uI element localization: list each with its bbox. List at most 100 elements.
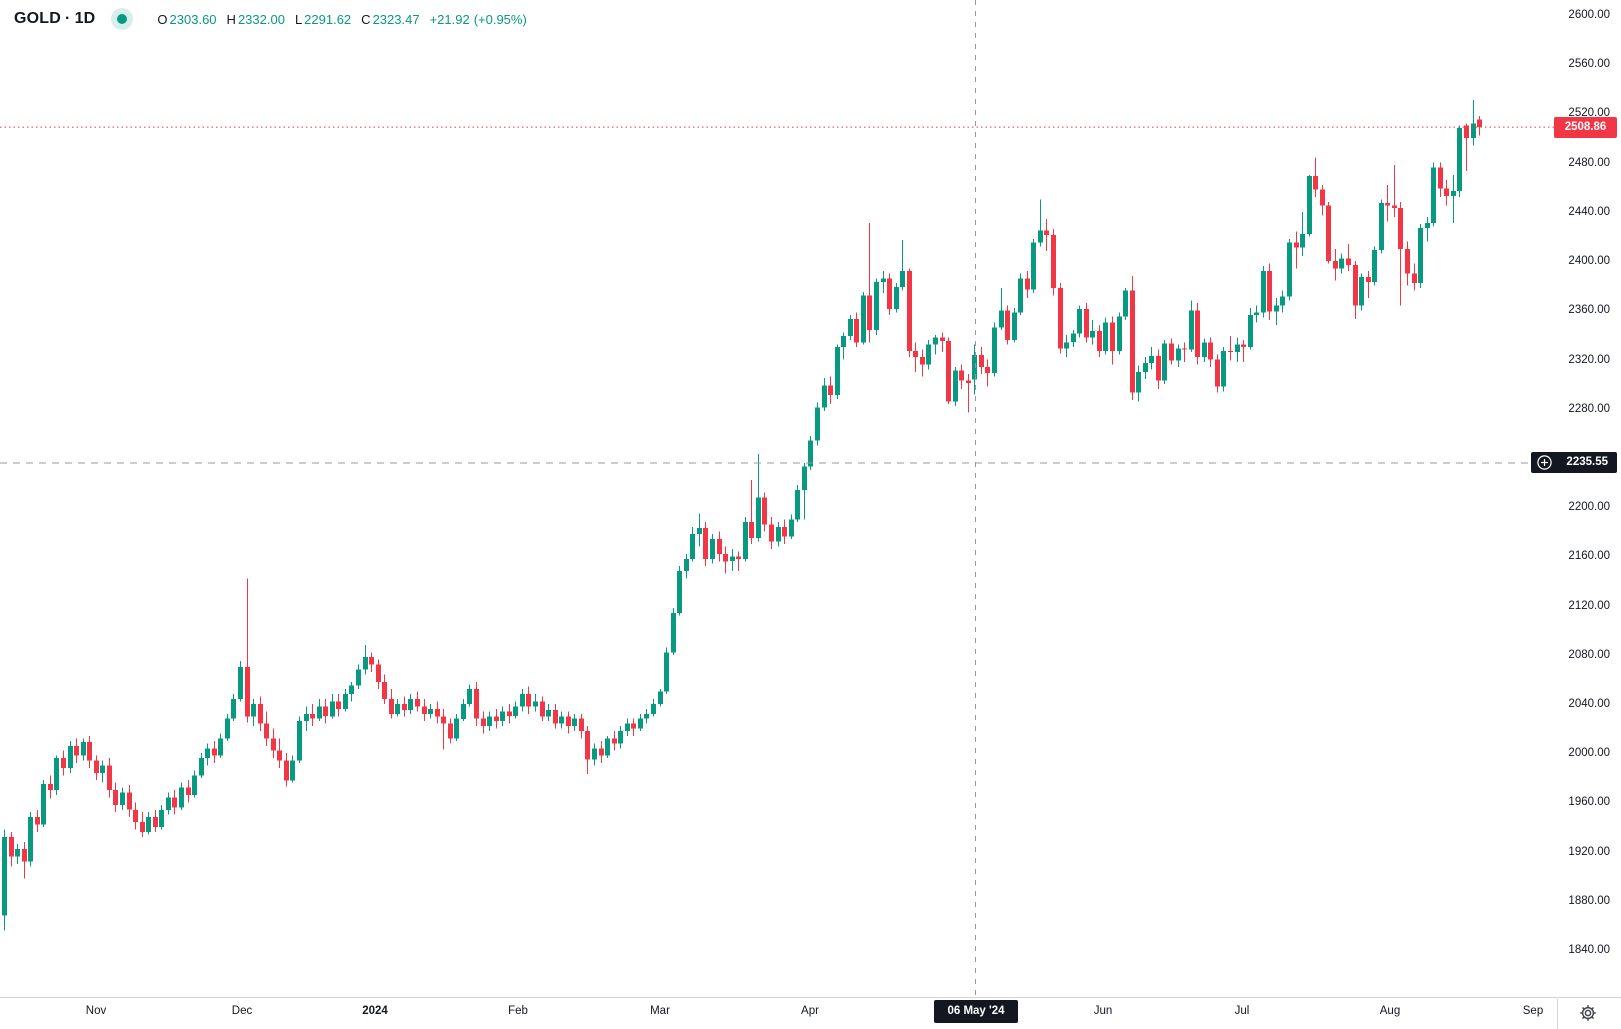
- candle[interactable]: [953, 366, 958, 407]
- candle[interactable]: [186, 780, 191, 803]
- candle[interactable]: [743, 517, 748, 562]
- candle[interactable]: [238, 660, 243, 702]
- candle[interactable]: [1274, 298, 1279, 325]
- candle[interactable]: [513, 701, 518, 719]
- candle[interactable]: [218, 733, 223, 759]
- candle[interactable]: [520, 689, 525, 712]
- candle[interactable]: [481, 711, 486, 734]
- candle[interactable]: [231, 694, 236, 722]
- candle[interactable]: [644, 708, 649, 724]
- candle[interactable]: [415, 691, 420, 712]
- candle[interactable]: [736, 551, 741, 572]
- candle[interactable]: [1320, 184, 1325, 216]
- candle[interactable]: [389, 689, 394, 719]
- candle[interactable]: [1333, 248, 1338, 281]
- candle[interactable]: [690, 526, 695, 562]
- candle[interactable]: [546, 704, 551, 722]
- candle[interactable]: [1051, 229, 1056, 296]
- candle[interactable]: [74, 738, 79, 763]
- candle[interactable]: [933, 334, 938, 355]
- candle[interactable]: [795, 485, 800, 522]
- candle[interactable]: [15, 844, 20, 864]
- candle[interactable]: [1025, 270, 1030, 298]
- candle[interactable]: [1294, 231, 1299, 269]
- candle[interactable]: [1451, 174, 1456, 223]
- candle[interactable]: [854, 312, 859, 348]
- candle[interactable]: [271, 728, 276, 759]
- candle[interactable]: [894, 283, 899, 313]
- candle[interactable]: [363, 644, 368, 675]
- candle[interactable]: [1071, 330, 1076, 348]
- candle[interactable]: [1058, 283, 1063, 354]
- candle[interactable]: [671, 608, 676, 655]
- candle[interactable]: [1169, 338, 1174, 365]
- candle[interactable]: [1254, 305, 1259, 323]
- candle[interactable]: [533, 694, 538, 712]
- candle[interactable]: [100, 760, 105, 783]
- candle[interactable]: [540, 696, 545, 722]
- candle[interactable]: [41, 780, 46, 827]
- candle[interactable]: [467, 684, 472, 707]
- candle[interactable]: [81, 738, 86, 761]
- candle[interactable]: [1418, 224, 1423, 289]
- candle[interactable]: [1398, 202, 1403, 306]
- candle[interactable]: [179, 782, 184, 810]
- candle[interactable]: [1130, 275, 1135, 401]
- candle[interactable]: [1038, 199, 1043, 247]
- candle[interactable]: [1189, 300, 1194, 353]
- candle[interactable]: [1464, 123, 1469, 172]
- candle[interactable]: [566, 711, 571, 734]
- candle[interactable]: [264, 711, 269, 746]
- candle[interactable]: [251, 699, 256, 727]
- candle[interactable]: [1090, 320, 1095, 345]
- candle[interactable]: [684, 553, 689, 579]
- candle[interactable]: [717, 531, 722, 562]
- candle[interactable]: [22, 841, 27, 879]
- candle[interactable]: [61, 750, 66, 776]
- candle[interactable]: [454, 713, 459, 741]
- candle[interactable]: [625, 718, 630, 736]
- candle[interactable]: [599, 740, 604, 763]
- candle[interactable]: [107, 758, 112, 798]
- candle[interactable]: [618, 726, 623, 749]
- candle[interactable]: [1176, 344, 1181, 367]
- candle[interactable]: [874, 278, 879, 335]
- candle[interactable]: [1143, 357, 1148, 380]
- candle[interactable]: [1241, 339, 1246, 362]
- candle[interactable]: [205, 743, 210, 766]
- candle[interactable]: [1117, 312, 1122, 355]
- candle[interactable]: [68, 740, 73, 773]
- candle[interactable]: [1425, 216, 1430, 242]
- candle[interactable]: [172, 790, 177, 815]
- candle[interactable]: [926, 339, 931, 370]
- candle[interactable]: [710, 534, 715, 564]
- candle[interactable]: [382, 674, 387, 704]
- candle[interactable]: [428, 704, 433, 719]
- candle[interactable]: [1044, 219, 1049, 252]
- candle[interactable]: [664, 647, 669, 695]
- candle[interactable]: [1280, 290, 1285, 313]
- candle[interactable]: [113, 782, 118, 813]
- candle[interactable]: [907, 268, 912, 357]
- time-axis[interactable]: 06 May '24 Nov Dec 2024 Feb Mar Apr Jun Jul Aug S…: [0, 997, 1621, 1029]
- candle[interactable]: [199, 753, 204, 778]
- candle[interactable]: [835, 344, 840, 399]
- candle[interactable]: [1339, 253, 1344, 274]
- candle[interactable]: [258, 696, 263, 731]
- candle[interactable]: [1392, 165, 1397, 217]
- candle[interactable]: [343, 689, 348, 712]
- candle[interactable]: [1346, 243, 1351, 271]
- candle[interactable]: [592, 743, 597, 766]
- candle[interactable]: [913, 342, 918, 372]
- candle[interactable]: [979, 347, 984, 375]
- candle[interactable]: [9, 831, 14, 867]
- candle[interactable]: [127, 785, 132, 818]
- candle[interactable]: [1471, 99, 1476, 146]
- candle[interactable]: [1031, 238, 1036, 293]
- candle[interactable]: [1379, 199, 1384, 254]
- candle[interactable]: [1097, 325, 1102, 357]
- candle[interactable]: [146, 812, 151, 835]
- candle[interactable]: [867, 222, 872, 343]
- price-axis[interactable]: 2600.00 2560.00 2520.00 2480.00 2440.00 2400.…: [1500, 0, 1621, 997]
